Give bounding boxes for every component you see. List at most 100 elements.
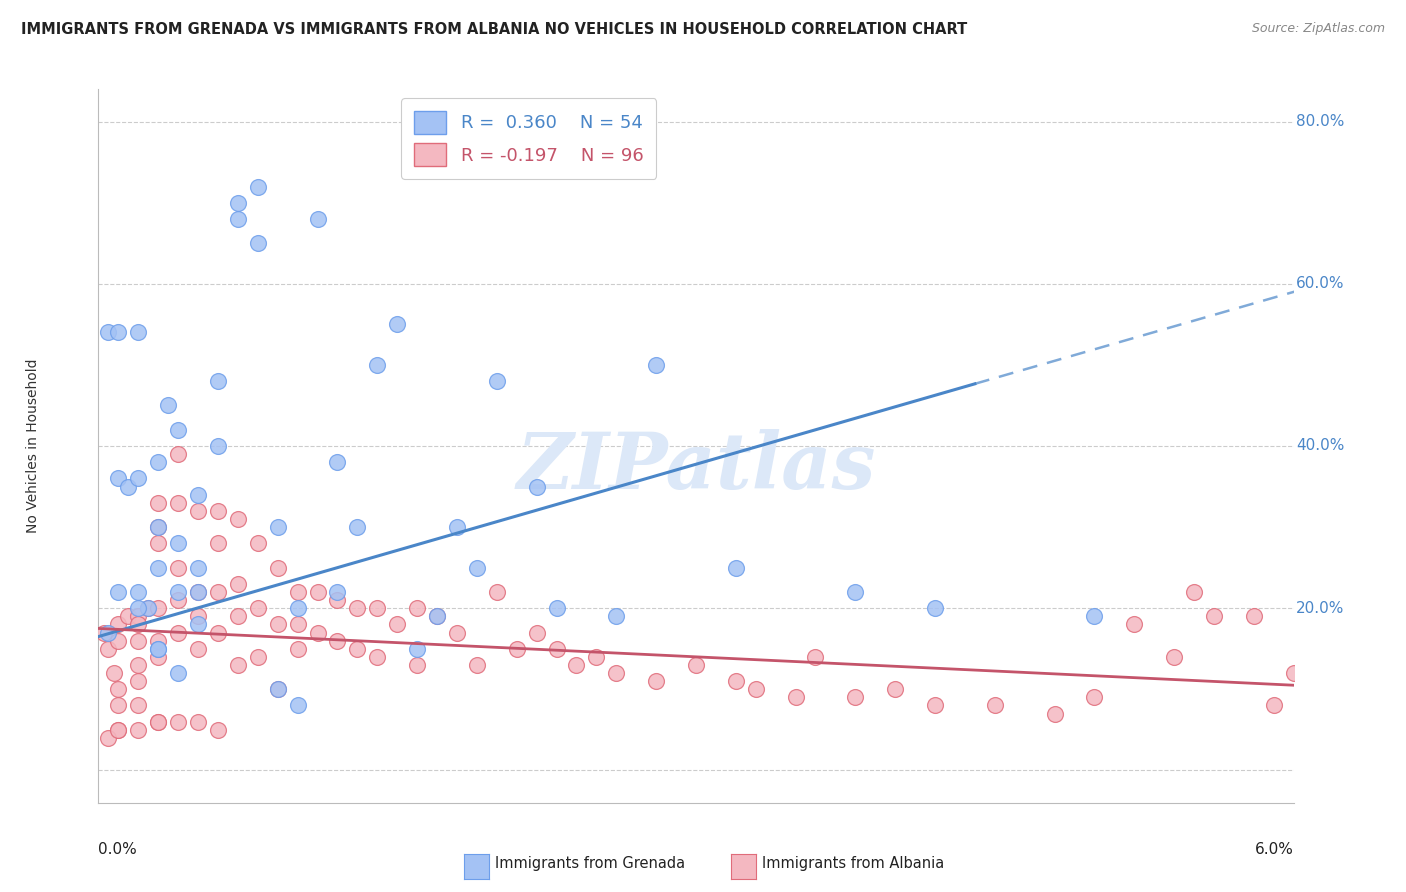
Point — [107, 471, 129, 485]
Point — [148, 714, 170, 729]
Point — [187, 585, 209, 599]
Point — [226, 195, 249, 210]
Point — [226, 577, 249, 591]
Point — [287, 585, 309, 599]
Point — [187, 585, 209, 599]
Point — [246, 179, 269, 194]
Point — [366, 649, 388, 664]
Point — [884, 682, 907, 697]
Point — [127, 674, 149, 689]
Point — [207, 723, 229, 737]
Point — [924, 601, 946, 615]
Point — [127, 601, 149, 615]
Point — [93, 625, 115, 640]
Point — [565, 657, 588, 672]
Point — [207, 625, 229, 640]
Point — [745, 682, 768, 697]
Point — [187, 609, 209, 624]
Point — [136, 601, 159, 615]
Point — [148, 520, 170, 534]
Point — [148, 641, 170, 656]
Point — [207, 439, 229, 453]
Point — [267, 560, 290, 574]
Point — [207, 536, 229, 550]
Text: 80.0%: 80.0% — [1296, 114, 1344, 129]
Point — [127, 723, 149, 737]
Point — [326, 585, 349, 599]
Point — [107, 682, 129, 697]
Text: 0.0%: 0.0% — [98, 842, 138, 857]
Point — [97, 625, 120, 640]
Point — [267, 682, 290, 697]
Point — [127, 326, 149, 340]
Point — [148, 714, 170, 729]
Point — [485, 585, 508, 599]
Point — [645, 358, 668, 372]
Point — [148, 496, 170, 510]
Point — [207, 585, 229, 599]
Point — [267, 520, 290, 534]
Point — [406, 641, 429, 656]
Point — [127, 471, 149, 485]
Point — [167, 585, 190, 599]
Point — [485, 374, 508, 388]
Text: 6.0%: 6.0% — [1254, 842, 1294, 857]
Point — [148, 536, 170, 550]
Point — [246, 649, 269, 664]
Text: Immigrants from Grenada: Immigrants from Grenada — [495, 856, 685, 871]
Point — [287, 617, 309, 632]
Point — [226, 657, 249, 672]
Point — [246, 236, 269, 251]
Point — [1043, 706, 1066, 721]
Point — [326, 593, 349, 607]
Point — [148, 455, 170, 469]
Point — [346, 601, 368, 615]
Point — [246, 536, 269, 550]
Point — [346, 520, 368, 534]
Point — [326, 633, 349, 648]
Point — [983, 698, 1005, 713]
Point — [127, 698, 149, 713]
Point — [167, 593, 190, 607]
Text: No Vehicles in Household: No Vehicles in Household — [25, 359, 39, 533]
Point — [107, 723, 129, 737]
Point — [127, 609, 149, 624]
Point — [1263, 698, 1285, 713]
Point — [127, 633, 149, 648]
Point — [127, 617, 149, 632]
Point — [1083, 609, 1105, 624]
Point — [167, 560, 190, 574]
Point — [287, 698, 309, 713]
Point — [167, 423, 190, 437]
Point — [385, 617, 409, 632]
Point — [645, 674, 668, 689]
Point — [585, 649, 607, 664]
Point — [157, 399, 180, 413]
Point — [366, 358, 388, 372]
Point — [97, 326, 120, 340]
Point — [1163, 649, 1185, 664]
Point — [187, 488, 209, 502]
Point — [117, 479, 139, 493]
Point — [724, 674, 747, 689]
Point — [605, 609, 627, 624]
Point — [107, 617, 129, 632]
Point — [136, 601, 159, 615]
Point — [546, 641, 568, 656]
Point — [97, 641, 120, 656]
Point — [1202, 609, 1225, 624]
Point — [187, 560, 209, 574]
Point — [465, 560, 488, 574]
Point — [804, 649, 827, 664]
Point — [207, 504, 229, 518]
Point — [326, 455, 349, 469]
Point — [97, 731, 120, 745]
Point — [148, 560, 170, 574]
Point — [307, 585, 329, 599]
Point — [187, 641, 209, 656]
Point — [127, 657, 149, 672]
Point — [346, 641, 368, 656]
Point — [526, 625, 548, 640]
Point — [187, 504, 209, 518]
Point — [446, 625, 468, 640]
